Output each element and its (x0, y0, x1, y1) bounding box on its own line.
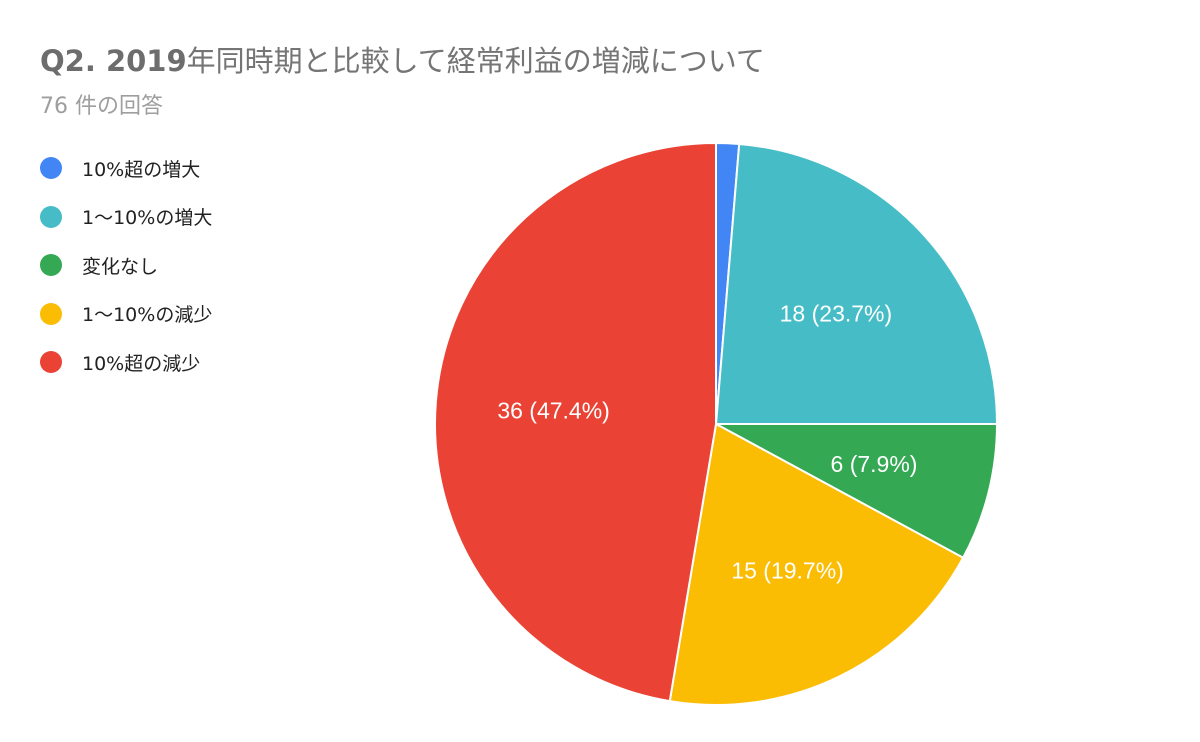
legend-swatch (40, 157, 62, 180)
legend-item[interactable]: 変化なし (40, 241, 212, 290)
legend-swatch (40, 302, 62, 325)
legend-label: 10%超の増大 (82, 158, 201, 181)
pie-slice[interactable] (714, 142, 999, 425)
chart-title-number: Q2. 2019 (40, 44, 187, 78)
slice-data-label: 15 (19.7%) (731, 557, 844, 583)
legend-swatch (40, 205, 62, 228)
legend-label: 1〜10%の減少 (82, 304, 213, 327)
legend-label: 変化なし (82, 255, 159, 278)
chart-title: Q2. 2019年同時期と比較して経常利益の増減について (40, 38, 765, 80)
legend-item[interactable]: 10%超の減少 (40, 338, 212, 387)
pie-slice[interactable] (715, 423, 999, 560)
chart-title-text: 年同時期と比較して経常利益の増減について (186, 44, 765, 78)
legend: 10%超の増大 1〜10%の増大 変化なし 1〜10%の減少 10%超の減少 (40, 144, 212, 387)
pie-slice[interactable] (434, 141, 717, 703)
legend-item[interactable]: 1〜10%の増大 (40, 193, 212, 242)
slice-data-label: 6 (7.9%) (831, 451, 918, 477)
pie-slice[interactable] (668, 422, 965, 706)
legend-swatch (40, 254, 62, 277)
legend-item[interactable]: 1〜10%の減少 (40, 290, 212, 339)
slice-data-label: 18 (23.7%) (780, 301, 893, 327)
legend-label: 10%超の減少 (82, 352, 201, 375)
legend-item[interactable]: 10%超の増大 (40, 144, 212, 193)
response-count: 76 件の回答 (40, 94, 163, 119)
legend-swatch (40, 351, 62, 374)
slice-data-label: 36 (47.4%) (497, 398, 610, 424)
legend-label: 1〜10%の増大 (82, 207, 213, 230)
